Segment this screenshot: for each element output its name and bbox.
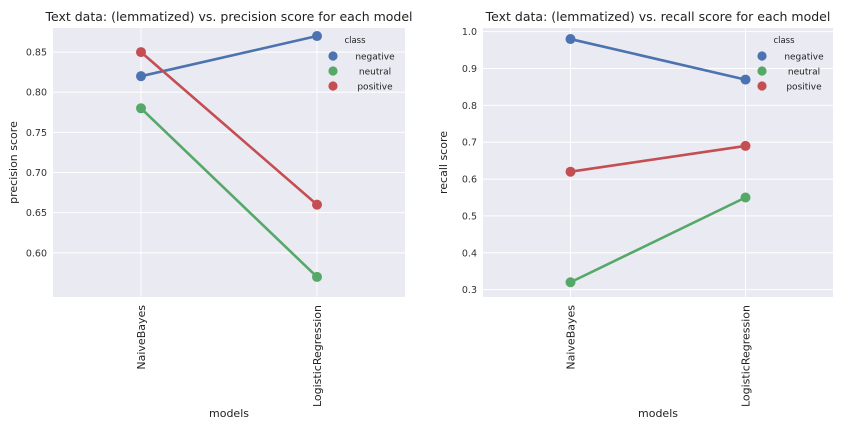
data-point-neutral bbox=[312, 271, 322, 282]
legend: class negative neutral positive bbox=[328, 36, 395, 93]
legend-marker-neutral bbox=[328, 66, 338, 76]
legend-marker-negative bbox=[328, 51, 338, 61]
legend-title: class bbox=[344, 36, 366, 46]
chart-recall: 0.3 0.4 0.5 0.6 0.7 0.8 0.9 1.0 NaiveBayes Logist… bbox=[437, 9, 833, 420]
legend-label-negative: negative bbox=[355, 53, 395, 63]
y-tick-label: 0.9 bbox=[462, 64, 477, 75]
legend-label-positive: positive bbox=[786, 83, 822, 93]
data-point-negative bbox=[312, 31, 322, 42]
legend-label-positive: positive bbox=[357, 83, 393, 93]
legend-marker-positive bbox=[757, 81, 767, 91]
plot-area bbox=[53, 28, 405, 297]
y-tick-label: 0.8 bbox=[462, 101, 477, 112]
y-tick-label: 0.6 bbox=[462, 175, 477, 186]
y-tick-label: 1.0 bbox=[462, 27, 477, 38]
y-axis-label: recall score bbox=[437, 131, 450, 194]
legend: class negative neutral positive bbox=[757, 36, 824, 93]
y-tick-label: 0.3 bbox=[462, 285, 477, 296]
x-tick-label: NaiveBayes bbox=[565, 305, 578, 370]
x-axis-label: models bbox=[209, 407, 249, 420]
data-point-negative bbox=[740, 74, 751, 85]
series-line-neutral bbox=[139, 106, 319, 279]
data-point-negative bbox=[136, 71, 146, 82]
y-tick-label: 0.70 bbox=[26, 168, 47, 179]
data-point-positive bbox=[312, 199, 322, 210]
series-line-neutral bbox=[569, 196, 747, 284]
legend-marker-negative bbox=[757, 51, 767, 61]
series-line-positive bbox=[139, 50, 319, 206]
chart-title: Text data: (lemmatized) vs. precision sc… bbox=[44, 9, 412, 24]
data-point-positive bbox=[740, 140, 751, 151]
series-line-positive bbox=[569, 144, 747, 174]
x-axis-label: models bbox=[638, 407, 678, 420]
x-tick-label: LogisticRegression bbox=[311, 305, 324, 407]
data-point-negative bbox=[565, 34, 576, 45]
x-tick-label: NaiveBayes bbox=[135, 305, 148, 370]
y-tick-label: 0.85 bbox=[26, 48, 47, 59]
legend-label-neutral: neutral bbox=[788, 68, 820, 78]
legend-marker-neutral bbox=[757, 66, 767, 76]
legend-title: class bbox=[773, 36, 795, 46]
data-point-positive bbox=[136, 47, 146, 58]
chart-title: Text data: (lemmatized) vs. recall score… bbox=[485, 9, 831, 24]
y-axis-label: precision score bbox=[7, 121, 20, 204]
series-line-negative bbox=[569, 37, 747, 81]
y-tick-label: 0.7 bbox=[462, 138, 477, 149]
series-line-negative bbox=[139, 34, 319, 78]
y-tick-label: 0.80 bbox=[26, 88, 47, 99]
y-tick-label: 0.60 bbox=[26, 248, 47, 259]
legend-label-negative: negative bbox=[784, 53, 824, 63]
plot-area bbox=[483, 28, 833, 297]
y-tick-label: 0.4 bbox=[462, 248, 477, 259]
y-tick-label: 0.65 bbox=[26, 208, 47, 219]
legend-marker-positive bbox=[328, 81, 338, 91]
legend-label-neutral: neutral bbox=[359, 68, 391, 78]
data-point-neutral bbox=[565, 277, 576, 288]
data-point-positive bbox=[565, 166, 576, 177]
y-tick-label: 0.5 bbox=[462, 211, 477, 222]
data-point-neutral bbox=[740, 192, 751, 203]
x-tick-label: LogisticRegression bbox=[740, 305, 753, 407]
chart-precision: 0.60 0.65 0.70 0.75 0.80 0.85 NaiveBayes Logist… bbox=[7, 9, 413, 420]
y-tick-label: 0.75 bbox=[26, 128, 47, 139]
data-point-neutral bbox=[136, 103, 146, 114]
